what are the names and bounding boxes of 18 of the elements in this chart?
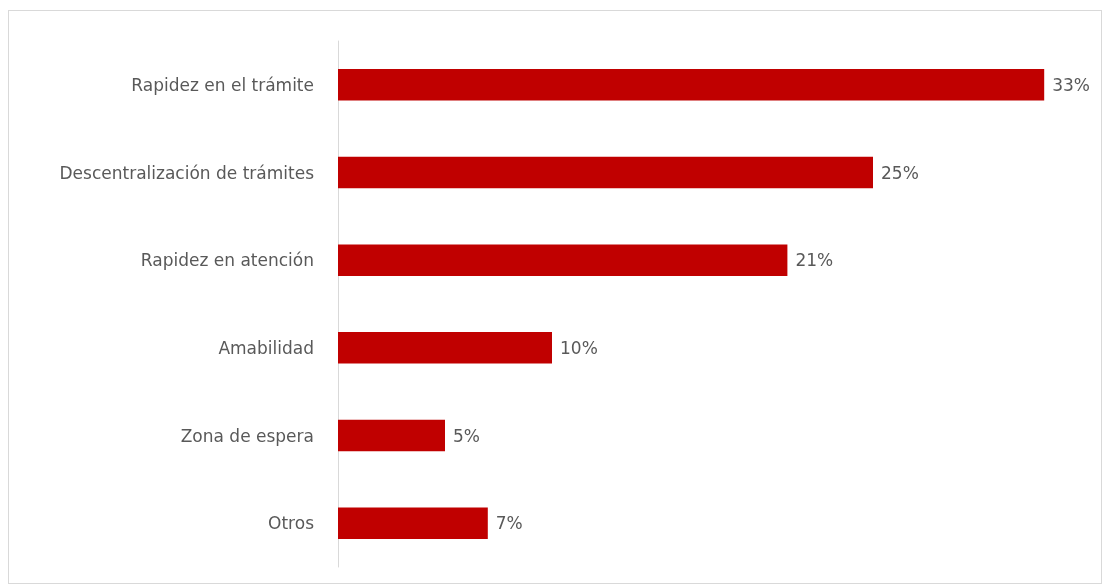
y-tick-label: Descentralización de trámites [59, 162, 315, 183]
data-label: 5% [453, 425, 480, 446]
y-tick-label: Otros [268, 513, 315, 534]
bar [338, 419, 445, 452]
data-label: 7% [495, 513, 523, 534]
bar [338, 332, 552, 364]
y-tick-label: Rapidez en el trámite [131, 74, 314, 95]
data-label: 10% [560, 337, 598, 358]
y-tick-label: Rapidez en atención [140, 250, 314, 271]
data-label: 21% [795, 250, 834, 271]
bar [338, 156, 873, 189]
bar [338, 507, 488, 539]
bar [338, 244, 788, 276]
y-tick-label: Amabilidad [218, 337, 314, 358]
bar [338, 69, 1045, 101]
y-tick-label: Zona de espera [180, 425, 314, 446]
data-label: 33% [1052, 74, 1090, 95]
data-label: 25% [881, 162, 919, 183]
